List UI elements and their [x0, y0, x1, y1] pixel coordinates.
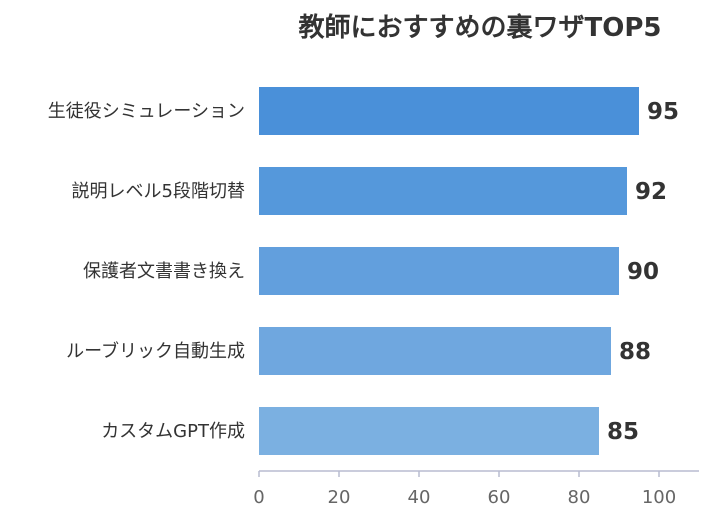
x-tick-label: 100 — [642, 487, 676, 508]
bar — [259, 327, 611, 375]
data-label: 85 — [607, 419, 639, 445]
bar-group: 生徒役シミュレーション 95 説明レベル5段階切替 92 保護者文書書き換え 90 ルーブリ… — [48, 87, 679, 455]
data-label: 90 — [627, 259, 659, 285]
x-tick-label: 0 — [253, 487, 264, 508]
data-label: 88 — [619, 339, 651, 365]
bar — [259, 407, 599, 455]
x-tick-label: 60 — [488, 487, 511, 508]
category-label: ルーブリック自動生成 — [66, 340, 245, 362]
x-tick-label: 40 — [408, 487, 431, 508]
category-label: 保護者文書書き換え — [83, 261, 245, 282]
bar — [259, 87, 639, 135]
bar — [259, 167, 627, 215]
bar — [259, 247, 619, 295]
x-tick-label: 80 — [568, 487, 591, 508]
x-axis: 0 20 40 60 80 100 — [253, 470, 699, 508]
category-label: 生徒役シミュレーション — [48, 101, 245, 122]
chart-title: 教師におすすめの裏ワザTOP5 — [299, 12, 662, 43]
data-label: 95 — [647, 99, 679, 125]
category-label: カスタムGPT作成 — [101, 421, 245, 442]
data-label: 92 — [635, 179, 667, 205]
category-label: 説明レベル5段階切替 — [72, 181, 245, 202]
x-tick-label: 20 — [328, 487, 351, 508]
